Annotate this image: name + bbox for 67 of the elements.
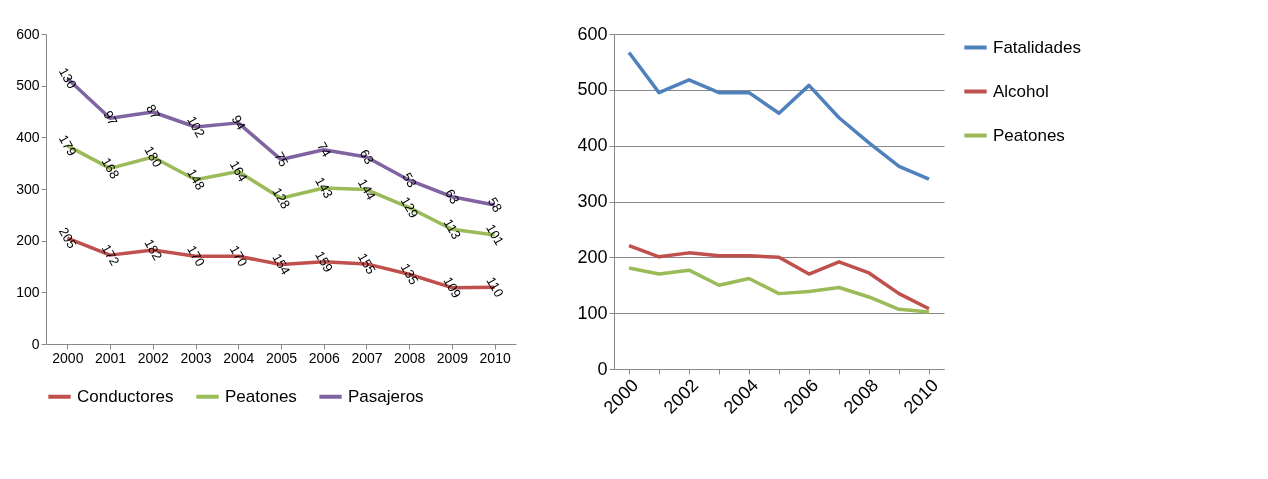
- x-tick-label: 2001: [95, 349, 127, 366]
- annotation: 154: [269, 251, 294, 278]
- annotation: 143: [312, 174, 337, 201]
- annotation: 113: [440, 216, 465, 242]
- annotation: 170: [226, 242, 251, 270]
- y-tick-label: 200: [577, 246, 608, 267]
- annotation: 97: [100, 107, 121, 128]
- y-tick-label: 300: [16, 180, 40, 197]
- annotation: 101: [483, 221, 507, 248]
- y-tick-label: 400: [577, 135, 608, 156]
- x-tick-label: 2003: [180, 349, 212, 366]
- y-tick-label: 300: [577, 191, 608, 211]
- legend-label: Fatalidades: [993, 37, 1081, 57]
- legend-label: Peatones: [993, 125, 1065, 145]
- x-tick-label: 2007: [351, 349, 383, 366]
- y-tick-label: 0: [597, 358, 608, 379]
- annotation: 128: [269, 184, 294, 212]
- annotation: 75: [271, 149, 292, 170]
- annotation: 87: [143, 101, 164, 122]
- annotation: 63: [442, 186, 463, 207]
- y-tick-label: 600: [577, 23, 608, 44]
- y-tick-label: 0: [31, 335, 40, 352]
- annotation: 172: [98, 241, 123, 269]
- annotation: 135: [397, 260, 422, 288]
- y-tick-label: 200: [16, 232, 40, 249]
- y-tick-label: 600: [16, 25, 40, 42]
- annotation: 155: [354, 250, 379, 277]
- x-tick-label: 2005: [265, 349, 298, 366]
- annotation: 94: [228, 112, 249, 133]
- legend-label: Conductores: [77, 386, 174, 406]
- annotation: 130: [55, 65, 80, 92]
- annotation: 168: [98, 154, 123, 182]
- annotation: 53: [399, 169, 420, 190]
- legend-label: Pasajeros: [348, 386, 424, 406]
- y-tick-label: 100: [577, 302, 608, 323]
- annotation: 110: [483, 274, 507, 300]
- annotation: 159: [312, 248, 337, 275]
- annotation: 58: [484, 194, 506, 215]
- line-series: [627, 243, 931, 311]
- y-tick-label: 100: [16, 283, 40, 300]
- annotation: 164: [226, 158, 251, 185]
- line-series: [627, 50, 931, 181]
- x-tick-label: 2008: [394, 349, 426, 366]
- annotation: 144: [354, 176, 379, 203]
- annotation: 63: [356, 146, 377, 167]
- x-tick-label: 2006: [308, 349, 341, 366]
- annotation: 74: [314, 139, 335, 160]
- x-tick-label: 2010: [479, 349, 511, 366]
- x-tick-label: 2002: [137, 349, 170, 366]
- y-tick-label: 400: [16, 128, 40, 145]
- annotation: 102: [184, 113, 208, 140]
- y-tick-label: 500: [577, 79, 608, 100]
- annotation: 129: [397, 194, 422, 221]
- annotation: 205: [55, 224, 80, 251]
- annotation: 170: [184, 242, 208, 270]
- legend-label: Alcohol: [993, 81, 1049, 101]
- annotation: 109: [440, 274, 465, 301]
- x-tick-label: 2004: [223, 349, 255, 366]
- annotation: 180: [141, 143, 166, 170]
- annotation: 182: [141, 236, 166, 263]
- annotation: 148: [184, 166, 208, 193]
- x-tick-label: 2000: [52, 349, 84, 366]
- x-tick-label: 2009: [436, 349, 469, 366]
- annotation: 179: [55, 132, 80, 159]
- y-tick-label: 500: [16, 77, 40, 94]
- line-series: [627, 266, 931, 314]
- legend-label: Peatones: [225, 386, 297, 406]
